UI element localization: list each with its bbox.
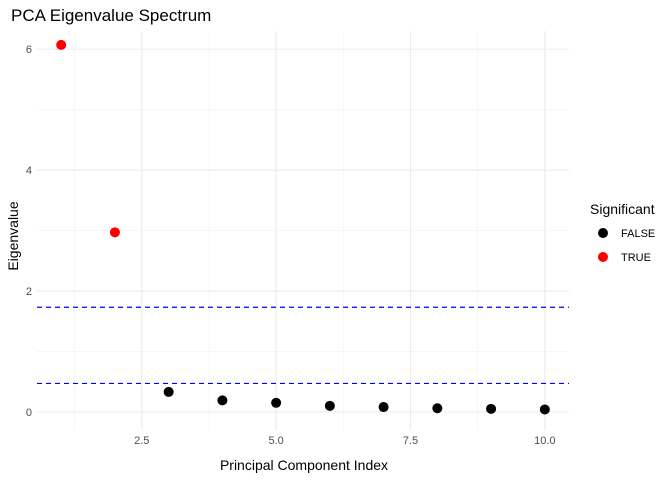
- x-tick-labels: 2.5 5.0 7.5 10.0: [134, 435, 555, 447]
- grid-major: [37, 31, 569, 430]
- legend-key-false: [598, 228, 608, 238]
- y-tick-label: 2: [26, 286, 32, 298]
- data-point: [432, 403, 443, 414]
- data-point: [109, 227, 120, 238]
- y-axis-title: Eigenvalue: [5, 201, 21, 270]
- y-tick-label: 0: [26, 407, 32, 419]
- x-tick-label: 10.0: [534, 435, 555, 447]
- data-point: [378, 402, 389, 413]
- data-point: [486, 403, 497, 414]
- y-tick-labels: 0 2 4 6: [26, 44, 32, 419]
- x-tick-label: 7.5: [403, 435, 418, 447]
- grid-minor: [37, 31, 569, 430]
- data-points: [56, 39, 550, 415]
- y-tick-label: 4: [26, 165, 32, 177]
- legend: Significant FALSE TRUE: [590, 201, 655, 264]
- x-tick-label: 2.5: [134, 435, 149, 447]
- legend-label-false: FALSE: [621, 228, 655, 240]
- data-point: [217, 395, 228, 406]
- legend-key-true: [598, 252, 608, 262]
- data-point: [56, 39, 67, 50]
- legend-label-true: TRUE: [621, 252, 651, 264]
- data-point: [271, 397, 282, 408]
- data-point: [539, 404, 550, 415]
- chart-title: PCA Eigenvalue Spectrum: [11, 6, 211, 25]
- x-tick-label: 5.0: [268, 435, 283, 447]
- legend-entries: FALSE TRUE: [598, 228, 655, 264]
- x-axis-title: Principal Component Index: [220, 457, 388, 473]
- data-point: [163, 386, 174, 397]
- y-tick-label: 6: [26, 44, 32, 56]
- legend-title: Significant: [590, 201, 655, 217]
- reference-lines: [37, 306, 569, 385]
- data-point: [324, 400, 335, 411]
